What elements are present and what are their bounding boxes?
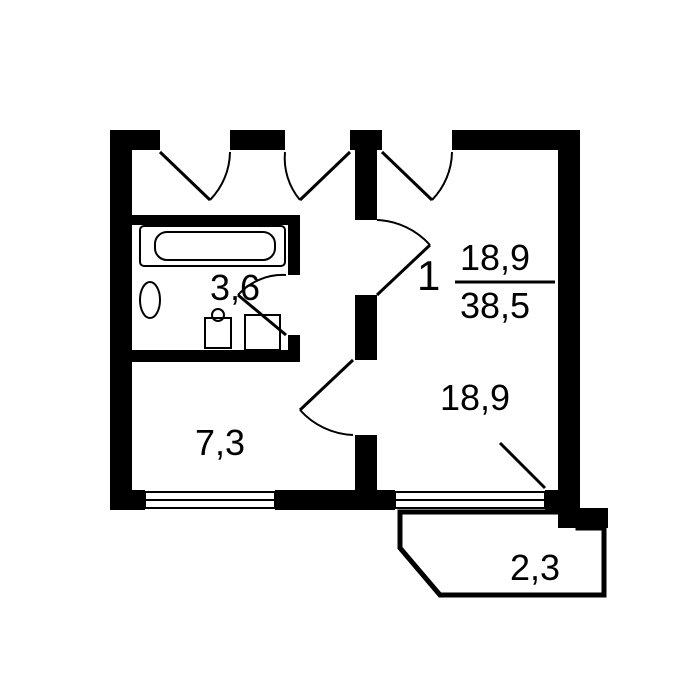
main-room-label: 18,9 [440,377,510,418]
kitchen-label: 7,3 [195,422,245,463]
bathroom-label: 3,6 [210,267,260,308]
floorplan-diagram: 1 18,9 38,5 18,9 7,3 3,6 2,3 [0,0,700,700]
rooms-count-label: 1 [417,252,440,299]
walls [110,130,608,528]
total-area-label: 38,5 [460,285,530,326]
balcony-label: 2,3 [510,547,560,588]
living-area-label: 18,9 [460,237,530,278]
